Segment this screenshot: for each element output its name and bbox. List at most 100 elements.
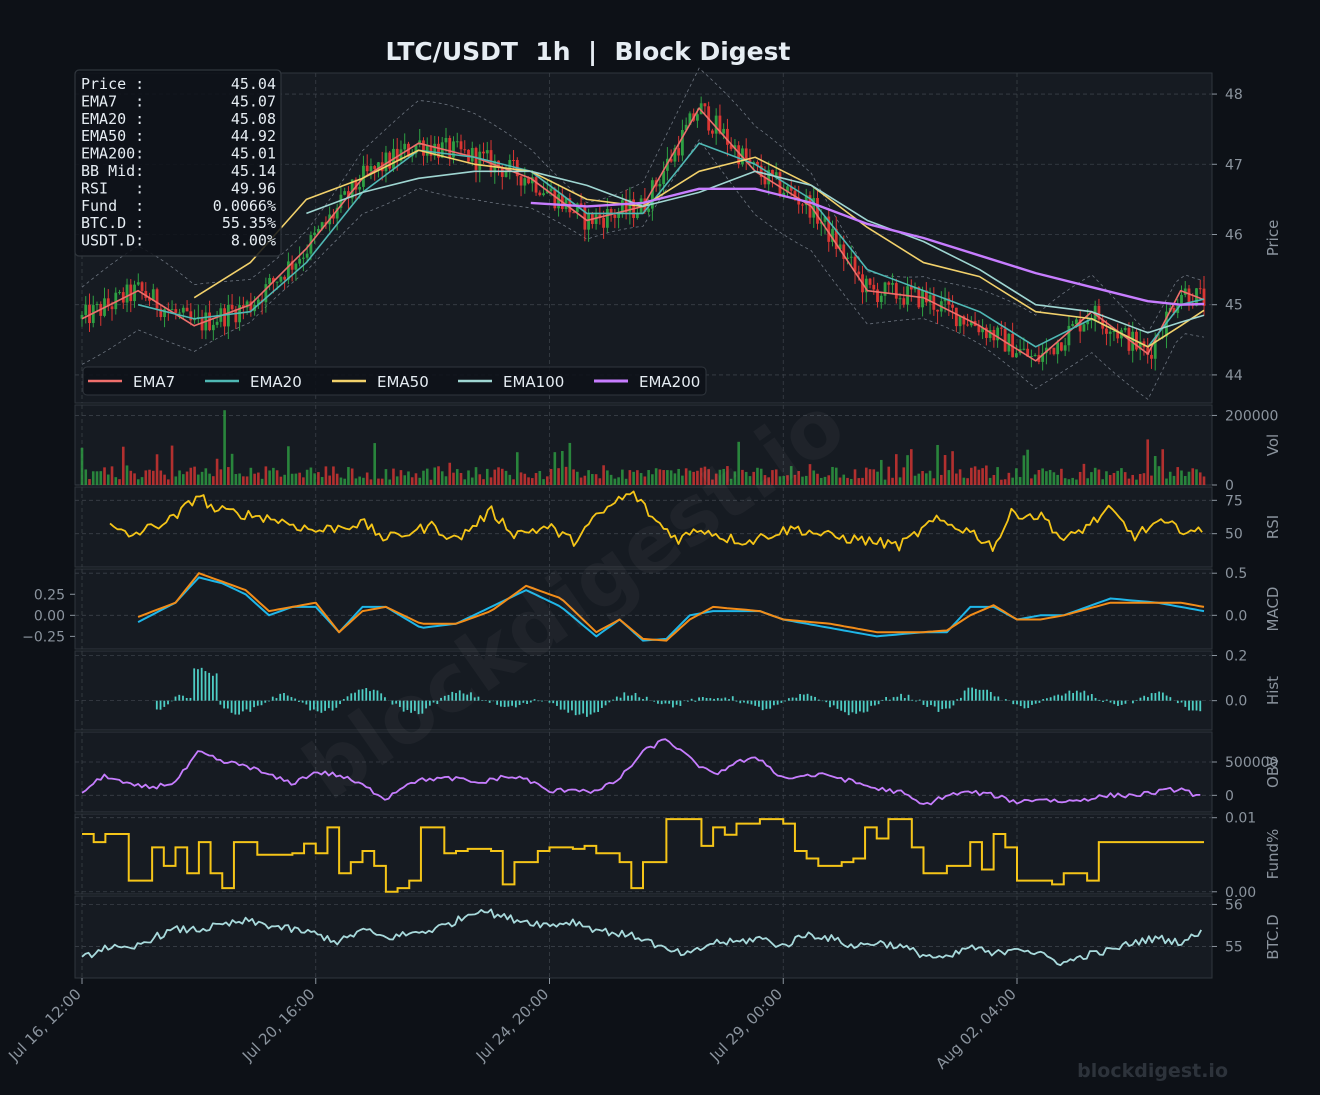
hist-bar — [571, 700, 573, 711]
hist-bar — [473, 697, 476, 701]
volume-bar — [437, 466, 440, 485]
volume-bar — [669, 470, 673, 485]
volume-bar — [1172, 475, 1176, 485]
hist-bar — [851, 700, 854, 713]
volume-bar — [692, 471, 695, 485]
y-tick-label: 200000 — [1225, 408, 1278, 424]
volume-bar — [279, 476, 283, 485]
volume-bar — [609, 474, 613, 485]
candle-body — [1082, 324, 1086, 332]
candle-body — [1041, 353, 1045, 362]
candle-body — [876, 289, 879, 303]
candle-body — [226, 304, 230, 327]
hist-bar — [604, 700, 607, 706]
candle-body — [620, 200, 624, 213]
volume-bar — [872, 469, 876, 485]
panel-volume — [74, 404, 1213, 486]
volume-bar — [208, 473, 211, 485]
candle-body — [1052, 347, 1056, 355]
hist-bar — [814, 696, 816, 701]
candle-body — [1146, 347, 1150, 355]
hist-bar — [859, 700, 861, 712]
hist-bar — [679, 700, 682, 706]
hist-bar — [589, 700, 592, 715]
candle-body — [647, 208, 651, 212]
hist-bar — [548, 700, 551, 703]
volume-bar — [410, 477, 414, 485]
volume-bar — [1060, 468, 1063, 485]
hist-bar — [746, 700, 749, 704]
candle-body — [245, 301, 249, 308]
volume-bar — [448, 462, 452, 485]
hist-bar — [1087, 695, 1089, 701]
volume-bar — [182, 474, 185, 485]
candle-body — [771, 169, 774, 177]
hist-bar — [978, 689, 981, 701]
candle-body — [909, 286, 913, 290]
hist-bar — [253, 700, 255, 708]
volume-bar — [185, 471, 189, 485]
candle-body — [542, 193, 545, 196]
volume-bar — [283, 474, 286, 485]
candle-body — [786, 186, 789, 193]
info-value: 8.00% — [231, 232, 276, 250]
volume-bar — [894, 454, 898, 485]
volume-bar — [1082, 463, 1086, 485]
volume-bar — [384, 469, 388, 485]
line-ema7 — [81, 107, 1205, 362]
volume-bar — [744, 471, 748, 485]
hist-bar — [477, 696, 480, 701]
candle-body — [752, 161, 756, 163]
volume-bar — [1067, 479, 1071, 485]
hist-bar — [552, 700, 555, 704]
hist-bar — [701, 697, 704, 701]
candle-body — [669, 158, 673, 162]
candle-body — [256, 299, 260, 305]
volume-bar — [103, 467, 106, 485]
candle-body — [602, 217, 605, 228]
candle-body — [951, 304, 954, 308]
candle-body — [763, 177, 767, 185]
candle-body — [241, 305, 245, 308]
volume-bar — [1131, 474, 1135, 485]
hist-bar — [399, 700, 401, 707]
volume-bar — [688, 470, 692, 485]
hist-bar — [182, 695, 184, 701]
volume-bar — [973, 466, 977, 485]
volume-bar — [275, 470, 279, 485]
candle-body — [996, 327, 1000, 341]
candle-body — [699, 103, 703, 115]
volume-bar — [1127, 478, 1131, 485]
legend-label-ema100: EMA100 — [503, 373, 564, 391]
hist-bar — [226, 700, 229, 709]
candle-body — [223, 308, 226, 327]
candle-body — [782, 192, 786, 195]
hist-bar — [866, 700, 869, 712]
hist-bar — [466, 694, 469, 701]
hist-bar — [499, 700, 502, 707]
hist-bar — [900, 693, 902, 701]
candle-body — [872, 284, 876, 290]
line-ema20 — [137, 142, 1205, 348]
volume-bar — [1101, 479, 1104, 485]
hist-bar — [219, 700, 222, 705]
hist-bar — [586, 700, 588, 717]
candle-body — [350, 179, 354, 199]
hist-bar — [245, 700, 248, 710]
hist-bar — [361, 689, 364, 701]
hist-bar — [634, 692, 637, 701]
volume-bar — [249, 467, 253, 485]
hist-bar — [862, 700, 865, 713]
hist-bar — [518, 700, 521, 705]
volume-bar — [936, 444, 939, 485]
candle-body — [294, 263, 298, 270]
volume-bar — [121, 446, 125, 485]
volume-bar — [422, 470, 425, 485]
hist-bar — [638, 697, 641, 701]
hist-bar — [1004, 699, 1007, 701]
volume-bar — [707, 469, 710, 485]
hist-bar — [212, 675, 214, 701]
hist-bar — [1038, 700, 1041, 703]
volume-bar — [1075, 479, 1078, 485]
hist-bar — [791, 697, 794, 701]
